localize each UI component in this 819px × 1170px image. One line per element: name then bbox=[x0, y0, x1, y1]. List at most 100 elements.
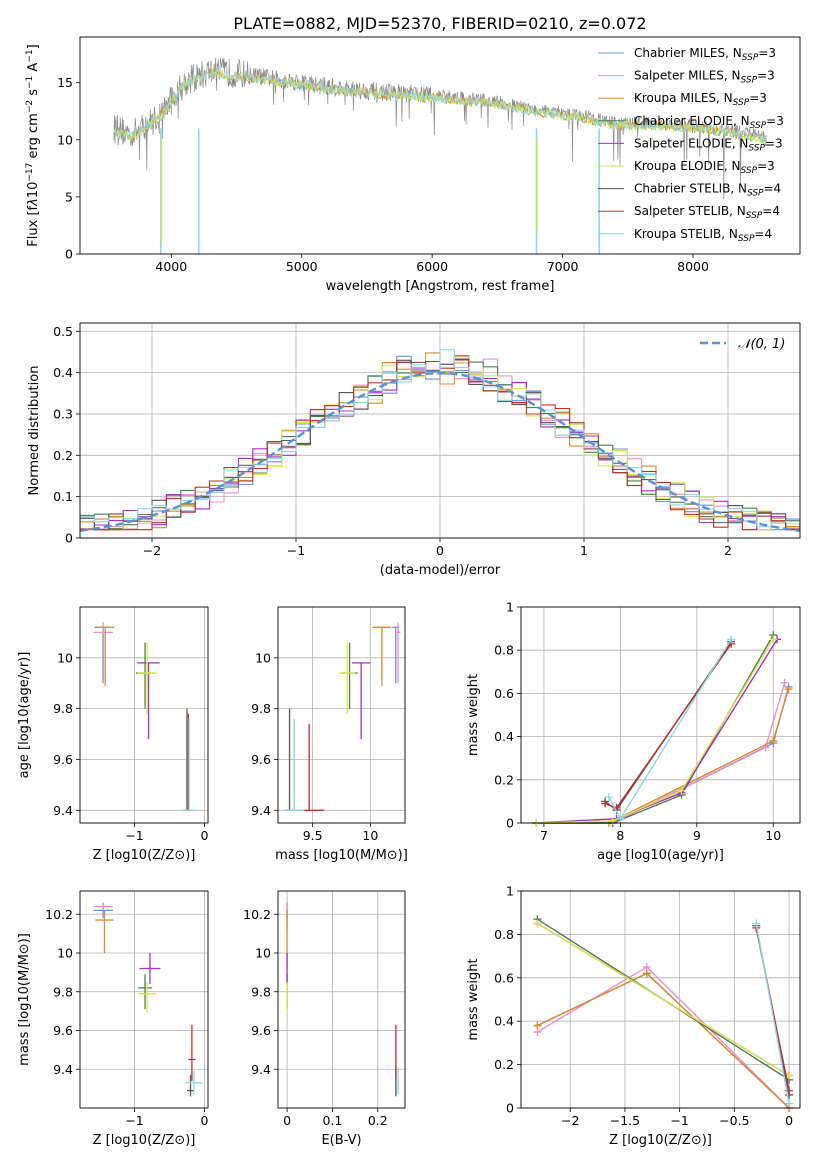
x-tick-label: 0.1 bbox=[322, 1113, 342, 1128]
legend-entry: Kroupa STELIB, NSSP=4 bbox=[634, 227, 772, 244]
mass_vs_ebv-panel: 0 0.1 0.2 9.4 9.6 9.8 10 10.2 E(B-V) bbox=[243, 890, 406, 1148]
y-tick-label: 1 bbox=[506, 884, 514, 899]
error-bar bbox=[93, 902, 113, 911]
legend-entry: Salpeter STELIB, NSSP=4 bbox=[634, 204, 780, 221]
y-tick-label: 10.2 bbox=[45, 907, 73, 922]
x-axis-label: (data-model)/error bbox=[380, 563, 501, 578]
normal-reference-curve bbox=[80, 371, 800, 532]
y-tick-label: 0 bbox=[506, 1101, 514, 1116]
residual-histogram bbox=[80, 359, 800, 531]
x-tick-label: −2 bbox=[561, 1113, 579, 1128]
y-axis-label: mass weight bbox=[466, 958, 481, 1040]
error-bar bbox=[339, 642, 356, 714]
error-bars bbox=[93, 622, 197, 811]
error-bar bbox=[188, 1024, 196, 1081]
y-tick-label: 9.4 bbox=[53, 1062, 73, 1077]
error-bar bbox=[294, 723, 325, 811]
y-tick-label: 10 bbox=[255, 946, 271, 961]
y-tick-label: 10 bbox=[57, 650, 73, 665]
error-bar bbox=[94, 626, 112, 684]
weight-line bbox=[537, 922, 790, 1077]
error-bar bbox=[135, 642, 155, 709]
y-tick-label: 0.8 bbox=[494, 643, 514, 658]
y-tick-label: 0.2 bbox=[53, 448, 73, 463]
x-axis-label: Z [log10(Z/Z⊙)] bbox=[609, 1133, 712, 1148]
x-tick-label: −1.5 bbox=[610, 1113, 640, 1128]
legend-entry: Kroupa MILES, NSSP=3 bbox=[634, 91, 767, 108]
error-bar bbox=[95, 910, 114, 953]
x-tick-label: −1 bbox=[670, 1113, 688, 1128]
y-tick-label: 9.6 bbox=[53, 1023, 73, 1038]
axes-frame bbox=[79, 890, 209, 1109]
y-axis-label: mass [log10(M/M⊙)] bbox=[17, 933, 32, 1066]
error-bar bbox=[283, 718, 305, 811]
x-tick-label: 0 bbox=[785, 1113, 793, 1128]
y-tick-label: 0.4 bbox=[53, 365, 73, 380]
x-tick-label: 0 bbox=[201, 1113, 209, 1128]
legend: Chabrier MILES, NSSP=3 Salpeter MILES, NS… bbox=[598, 46, 784, 244]
x-tick-label: 7 bbox=[540, 828, 548, 843]
error-bar bbox=[395, 622, 401, 684]
y-tick-label: 0.4 bbox=[494, 729, 514, 744]
histograms bbox=[80, 349, 800, 532]
figure-title: PLATE=0882, MJD=52370, FIBERID=0210, z=0… bbox=[233, 14, 646, 33]
weight-line bbox=[536, 639, 778, 824]
legend-entry: Chabrier STELIB, NSSP=4 bbox=[634, 182, 781, 199]
x-tick-label: 0.2 bbox=[368, 1113, 388, 1128]
y-tick-label: 9.8 bbox=[251, 984, 271, 999]
x-tick-label: −1 bbox=[125, 1113, 143, 1128]
x-axis-label: wavelength [Angstrom, rest frame] bbox=[326, 279, 555, 294]
weight-marker bbox=[642, 969, 651, 978]
axes-frame bbox=[79, 606, 209, 824]
y-tick-label: 0.2 bbox=[494, 772, 514, 787]
error-bar bbox=[351, 662, 371, 740]
weight-line bbox=[537, 972, 790, 1109]
x-tick-label: −1 bbox=[287, 543, 305, 558]
error-bar bbox=[341, 642, 358, 709]
legend-entry: Salpeter MILES, NSSP=3 bbox=[634, 69, 775, 86]
axes-frame bbox=[79, 36, 801, 255]
x-tick-label: 2 bbox=[724, 543, 732, 558]
y-tick-label: 10.2 bbox=[243, 907, 271, 922]
axes-frame bbox=[520, 606, 801, 824]
error-bars bbox=[286, 902, 399, 1097]
y-axis-label: Normed distribution bbox=[27, 366, 42, 496]
weight-marker bbox=[604, 793, 613, 802]
x-tick-label: 8000 bbox=[677, 259, 709, 274]
weight-line bbox=[536, 639, 774, 824]
error-bar bbox=[184, 713, 192, 811]
weight-lines bbox=[532, 631, 793, 827]
weight-marker bbox=[601, 799, 610, 808]
x-tick-label: −0.5 bbox=[719, 1113, 749, 1128]
legend-entry: Chabrier ELODIE, NSSP=3 bbox=[634, 114, 784, 131]
y-tick-label: 1 bbox=[506, 600, 514, 615]
y-tick-label: 9.8 bbox=[251, 701, 271, 716]
error-bar bbox=[139, 953, 161, 984]
age_vs_mass-panel: 9.5 10 9.4 9.6 9.8 10 mass [log10(M/M⊙)] bbox=[251, 606, 408, 863]
x-tick-label: 10 bbox=[362, 828, 378, 843]
x-tick-label: 0 bbox=[201, 828, 209, 843]
weight-marker bbox=[780, 678, 789, 687]
y-tick-label: 0.6 bbox=[494, 970, 514, 985]
y-tick-label: 0.8 bbox=[494, 927, 514, 942]
error-bar bbox=[138, 982, 157, 1014]
y-tick-label: 0 bbox=[65, 531, 73, 546]
weight_vs_Z-panel: −2 −1.5 −1 −0.5 0 0 0.2 0.4 0.6 0.8 1 Z [log10(Z/Z⊙… bbox=[466, 884, 801, 1148]
x-axis-label: age [log10(age/yr)] bbox=[597, 848, 724, 863]
weight_vs_age-panel: 7 8 9 10 0 0.2 0.4 0.6 0.8 1 age [log10(age/yr)] ma… bbox=[466, 600, 801, 863]
weight-marker bbox=[769, 736, 778, 745]
weight-marker bbox=[677, 786, 686, 795]
model-spectrum bbox=[113, 68, 767, 146]
y-tick-label: 0.1 bbox=[53, 489, 73, 504]
axes-frame bbox=[277, 890, 406, 1109]
y-tick-label: 5 bbox=[65, 189, 73, 204]
weight-marker bbox=[616, 814, 625, 823]
x-tick-label: 0 bbox=[436, 543, 444, 558]
error-bar bbox=[137, 662, 160, 740]
error-bar bbox=[372, 626, 392, 686]
error-bar bbox=[138, 974, 153, 1010]
y-tick-label: 9.6 bbox=[53, 752, 73, 767]
model-spectrum bbox=[113, 68, 767, 145]
x-tick-label: 1 bbox=[580, 543, 588, 558]
